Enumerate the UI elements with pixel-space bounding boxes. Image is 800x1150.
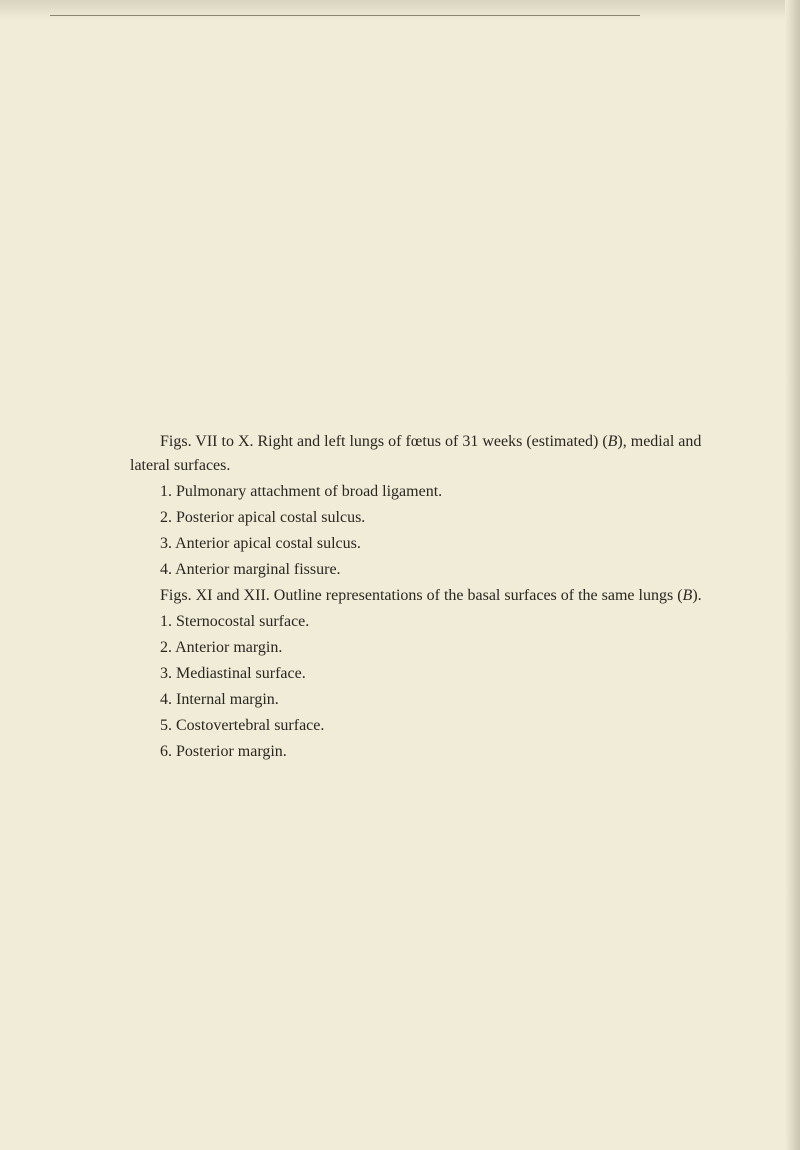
para1-italic: B: [608, 433, 618, 450]
para2-text-2: ).: [692, 587, 701, 604]
paragraph-2: Figs. XI and XII. Outline representation…: [130, 584, 710, 608]
paragraph-1: Figs. VII to X. Right and left lungs of …: [130, 430, 710, 478]
list2-item1: 1. Sternocostal surface.: [130, 610, 710, 634]
page-top-line: [50, 15, 640, 16]
list2-item5: 5. Costovertebral surface.: [130, 714, 710, 738]
list2-item4: 4. Internal margin.: [130, 688, 710, 712]
list2-item3: 3. Mediastinal surface.: [130, 662, 710, 686]
para2-text-1: Figs. XI and XII. Outline representation…: [160, 587, 683, 604]
list1-item3: 3. Anterior apical costal sulcus.: [130, 532, 710, 556]
page-top-edge: [0, 0, 800, 20]
list2-item2: 2. Anterior margin.: [130, 636, 710, 660]
list1-item4: 4. Anterior marginal fissure.: [130, 558, 710, 582]
para2-italic: B: [683, 587, 693, 604]
para1-text-1: Figs. VII to X. Right and left lungs of …: [160, 433, 608, 450]
page-content: Figs. VII to X. Right and left lungs of …: [0, 0, 800, 764]
list2-item6: 6. Posterior margin.: [130, 740, 710, 764]
list1-item1: 1. Pulmonary attachment of broad ligamen…: [130, 480, 710, 504]
page-right-shadow: [785, 0, 800, 1150]
list1-item2: 2. Posterior apical costal sulcus.: [130, 506, 710, 530]
